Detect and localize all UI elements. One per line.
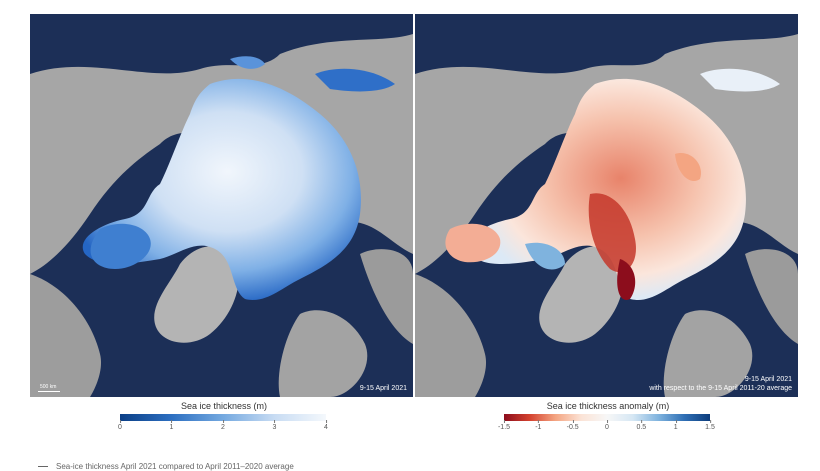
colorbar-tick-label: 1	[674, 420, 678, 431]
scale-bar	[38, 391, 60, 392]
anomaly-map-image	[415, 14, 798, 397]
colorbar-tick-label: 4	[324, 420, 328, 431]
image-caption: Sea-ice thickness April 2021 compared to…	[38, 462, 294, 471]
thickness-legend: Sea ice thickness (m) 0 1 2 3 4	[94, 401, 354, 435]
right-map-date: 9-15 April 2021 with respect to the 9-15…	[649, 375, 792, 393]
colorbar-tick-label: -0.5	[567, 420, 579, 431]
thickness-colorbar	[120, 414, 326, 421]
colorbar-tick-label: -1.5	[498, 420, 510, 431]
colorbar-tick-label: 0	[118, 420, 122, 431]
left-map-date: 9-15 April 2021	[359, 385, 407, 392]
thickness-colorbar-ticks: 0 1 2 3 4	[118, 420, 328, 435]
anomaly-colorbar-ticks: -1.5 -1 -0.5 0 0.5 1 1.5	[498, 420, 715, 435]
colorbar-tick-label: -1	[535, 420, 541, 431]
anomaly-legend-title: Sea ice thickness anomaly (m)	[546, 401, 670, 411]
anomaly-legend: Sea ice thickness anomaly (m) -1.5 -1 -0.5…	[478, 401, 738, 435]
colorbar-tick-label: 0	[605, 420, 609, 431]
caption-dash	[38, 466, 48, 468]
anomaly-colorbar	[504, 414, 710, 421]
colorbar-tick-label: 3	[273, 420, 276, 431]
sea-ice-anomaly-map: 9-15 April 2021 with respect to the 9-15…	[415, 14, 798, 397]
colorbar-tick-label: 0.5	[636, 420, 646, 431]
right-map-date-line2: with respect to the 9-15 April 2011-20 a…	[649, 385, 792, 392]
sea-ice-thickness-map: 500 km 9-15 April 2021	[30, 14, 413, 397]
caption-text: Sea-ice thickness April 2021 compared to…	[56, 462, 294, 471]
right-map-date-line1: 9-15 April 2021	[744, 376, 792, 383]
thickness-legend-title: Sea ice thickness (m)	[180, 401, 268, 411]
scale-label: 500 km	[40, 384, 57, 390]
colorbar-tick-label: 1	[170, 420, 173, 431]
colorbar-tick-label: 1.5	[705, 420, 715, 431]
thickness-map-image	[30, 14, 413, 397]
colorbar-tick-label: 2	[221, 420, 225, 431]
